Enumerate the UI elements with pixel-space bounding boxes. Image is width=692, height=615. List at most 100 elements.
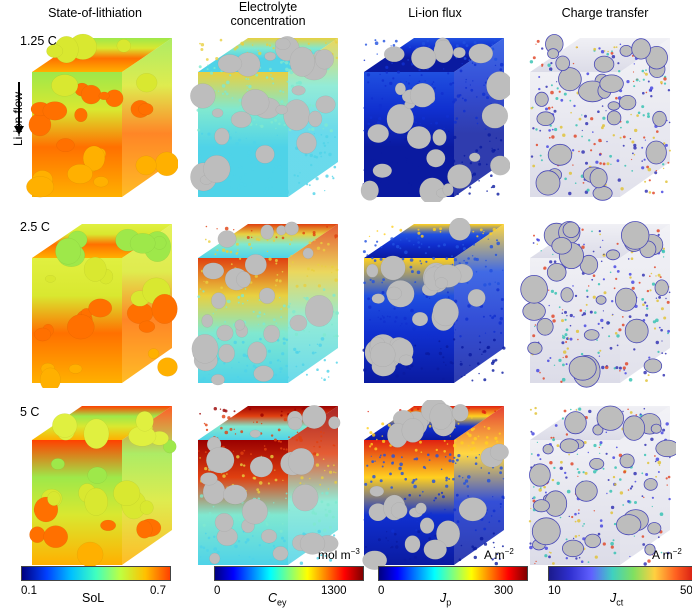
speckle — [367, 410, 369, 413]
speckle — [382, 461, 385, 464]
speckle — [366, 427, 369, 430]
particle-section — [249, 429, 261, 438]
speckle — [247, 150, 252, 155]
speckle — [378, 103, 382, 108]
speckle — [613, 265, 617, 269]
speckle — [434, 519, 437, 522]
speckle — [475, 271, 478, 273]
speckle — [214, 90, 216, 92]
speckle — [403, 162, 407, 166]
speckle — [598, 47, 601, 50]
speckle — [433, 499, 436, 502]
speckle — [648, 191, 652, 194]
speckle — [235, 242, 239, 246]
speckle — [199, 412, 201, 415]
speckle — [418, 246, 421, 249]
flow-arrow-head — [14, 126, 24, 135]
speckle — [370, 455, 372, 457]
speckle — [644, 443, 647, 447]
speckle — [454, 462, 457, 464]
speckle — [334, 481, 338, 484]
speckle — [529, 545, 533, 550]
speckle — [206, 68, 209, 71]
speckle — [241, 302, 244, 305]
speckle — [644, 180, 647, 183]
speckle — [434, 534, 437, 537]
speckle — [325, 491, 329, 495]
speckle — [440, 468, 443, 471]
speckle — [377, 538, 381, 542]
speckle — [313, 445, 315, 448]
speckle — [392, 44, 396, 47]
cube-render — [362, 400, 509, 570]
speckle — [462, 477, 464, 479]
particle-section — [546, 263, 567, 282]
speckle — [559, 516, 562, 519]
speckle — [566, 315, 568, 317]
particle-section — [216, 324, 234, 342]
speckle — [466, 432, 470, 435]
colorbar-electrolyte-min: 0 — [214, 585, 221, 597]
speckle — [408, 182, 410, 184]
speckle — [563, 350, 567, 354]
speckle — [553, 109, 557, 113]
speckle — [325, 135, 329, 139]
speckle — [403, 316, 407, 320]
speckle — [392, 77, 395, 80]
speckle — [469, 364, 471, 366]
speckle — [321, 265, 323, 267]
speckle — [470, 428, 474, 432]
speckle — [538, 76, 541, 78]
speckle — [564, 318, 567, 321]
speckle — [473, 63, 477, 67]
speckle — [331, 515, 335, 519]
speckle — [465, 81, 467, 83]
speckle — [325, 174, 329, 178]
speckle — [280, 308, 283, 310]
cube-render — [529, 34, 671, 201]
speckle — [619, 43, 622, 46]
particle-section — [304, 294, 334, 327]
particle-section — [255, 144, 275, 164]
particle-section — [631, 38, 651, 60]
speckle — [582, 312, 586, 316]
speckle — [395, 540, 398, 543]
speckle — [438, 340, 441, 343]
speckle — [263, 445, 266, 447]
speckle — [656, 130, 659, 133]
speckle — [235, 45, 239, 49]
speckle — [334, 136, 336, 138]
speckle — [416, 517, 420, 521]
speckle — [644, 72, 648, 76]
speckle — [428, 246, 431, 249]
speckle — [259, 315, 261, 317]
speckle — [285, 492, 288, 495]
active-particle — [113, 480, 141, 507]
active-particle — [68, 364, 83, 374]
speckle — [281, 536, 284, 540]
speckle — [425, 352, 428, 355]
speckle — [202, 290, 205, 293]
particle-section — [191, 333, 219, 364]
speckle — [642, 91, 645, 95]
speckle — [498, 520, 501, 523]
speckle — [648, 356, 651, 359]
speckle — [316, 343, 319, 345]
speckle — [577, 519, 581, 523]
colorbar-sol-label: SoL — [82, 591, 105, 605]
speckle — [615, 46, 618, 48]
particle-section — [458, 497, 487, 522]
speckle — [492, 541, 495, 544]
active-particle — [98, 91, 110, 101]
speckle — [363, 59, 366, 62]
particle-section — [468, 152, 481, 163]
speckle — [232, 161, 235, 163]
speckle — [550, 90, 554, 95]
speckle — [635, 414, 638, 416]
particle-section — [584, 533, 601, 549]
speckle — [468, 407, 470, 410]
particle-section — [529, 463, 551, 487]
speckle — [459, 94, 462, 97]
speckle — [398, 148, 401, 151]
particle-section — [386, 286, 402, 301]
